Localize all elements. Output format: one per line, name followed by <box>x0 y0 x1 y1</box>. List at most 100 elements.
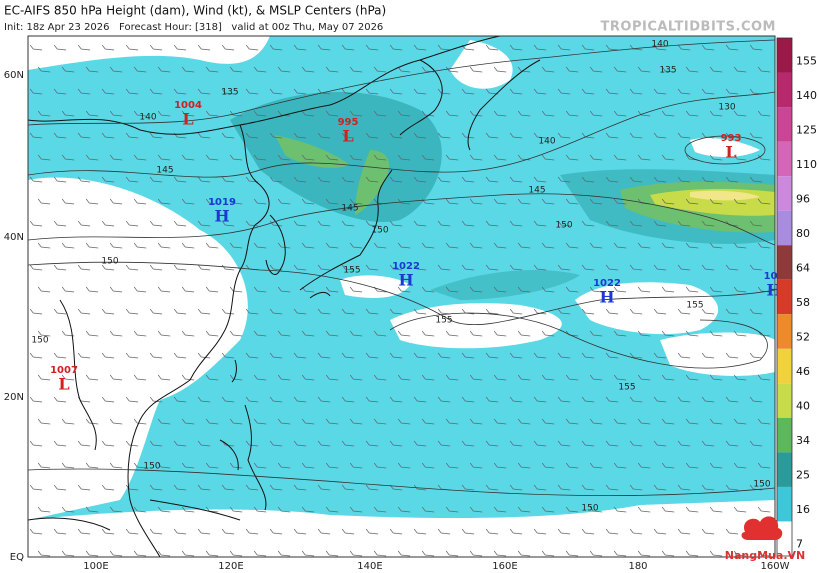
center-letter: H <box>214 207 229 226</box>
wind-barb <box>205 418 219 425</box>
wind-barb <box>685 550 699 557</box>
wind-barb <box>77 44 91 51</box>
wind-barb <box>685 418 699 425</box>
wind-barb <box>61 550 75 557</box>
wind-barb <box>341 88 355 95</box>
wind-barb <box>445 198 459 205</box>
wind-barb <box>493 374 507 381</box>
wind-barb <box>605 308 619 315</box>
wind-barb <box>125 396 139 403</box>
wind-barb <box>509 88 523 95</box>
wind-barb <box>629 484 643 491</box>
wind-barb <box>581 308 595 315</box>
colorbar-label: 125 <box>796 123 817 136</box>
wind-barb <box>269 352 283 359</box>
wind-barb <box>517 462 531 469</box>
wind-barb <box>301 330 315 337</box>
wind-barb <box>581 176 595 183</box>
contour-label: 130 <box>718 103 735 113</box>
wind-barb <box>749 352 763 359</box>
wind-barb <box>125 44 139 51</box>
wind-barb <box>677 484 691 491</box>
wind-barb <box>581 396 595 403</box>
wind-barb <box>149 176 163 183</box>
wind-barb <box>197 308 211 315</box>
colorbar-segment <box>777 486 792 522</box>
wind-barb <box>461 264 475 271</box>
wind-barb <box>61 242 75 249</box>
wind-barb <box>445 110 459 117</box>
wind-barb <box>413 308 427 315</box>
wind-barb <box>661 154 675 161</box>
wind-barb <box>493 110 507 117</box>
wind-barb <box>613 242 627 249</box>
wind-barb <box>245 440 259 447</box>
wind-barb <box>133 198 147 205</box>
wind-barb <box>85 110 99 117</box>
colorbar-segment <box>777 38 792 73</box>
wind-barb <box>749 220 763 227</box>
wind-barb <box>229 462 243 469</box>
wind-barb <box>293 484 307 491</box>
wind-barb <box>205 330 219 337</box>
wind-barb <box>541 418 555 425</box>
wind-barb <box>125 264 139 271</box>
contour-label: 150 <box>143 462 160 472</box>
wind-barb <box>365 220 379 227</box>
wind-barb <box>269 220 283 227</box>
wind-barb <box>125 132 139 139</box>
colorbar-segment <box>777 245 792 280</box>
wind-barb <box>589 462 603 469</box>
center-letter: L <box>182 110 193 129</box>
wind-barb <box>325 550 339 557</box>
wind-barb <box>437 88 451 95</box>
wind-barb <box>253 330 267 337</box>
wind-barb <box>325 198 339 205</box>
wind-barb <box>605 396 619 403</box>
contour-label: 145 <box>528 186 545 196</box>
wind-barb <box>253 286 267 293</box>
wind-barb <box>613 66 627 73</box>
wind-barb <box>757 506 771 513</box>
wind-barb <box>373 242 387 249</box>
wind-barb <box>37 462 51 469</box>
wind-barb <box>61 418 75 425</box>
colorbar-label: 96 <box>796 192 810 205</box>
wind-barb <box>565 286 579 293</box>
wind-barb <box>421 330 435 337</box>
wind-barb <box>85 418 99 425</box>
wind-barb <box>541 242 555 249</box>
wind-barb <box>605 352 619 359</box>
wind-barb <box>29 440 43 447</box>
wind-barb <box>29 264 43 271</box>
wind-barb <box>725 484 739 491</box>
wind-barb <box>589 154 603 161</box>
contour-label: 155 <box>435 316 452 326</box>
wind-barb <box>709 110 723 117</box>
wind-barb <box>341 440 355 447</box>
wind-barb <box>221 44 235 51</box>
wind-barb <box>349 506 363 513</box>
wind-barb <box>653 396 667 403</box>
wind-barb <box>701 132 715 139</box>
wind-barb <box>173 308 187 315</box>
map-frame <box>27 35 776 558</box>
wind-barb <box>133 286 147 293</box>
colorbar-label: 110 <box>796 158 817 171</box>
wind-barb <box>557 220 571 227</box>
wind-barb <box>317 396 331 403</box>
wind-barb <box>733 374 747 381</box>
wind-barb <box>541 550 555 557</box>
wind-barb <box>685 66 699 73</box>
wind-barb <box>37 154 51 161</box>
wind-barb <box>637 110 651 117</box>
wind-barb <box>341 132 355 139</box>
wind-barb <box>613 154 627 161</box>
wind-barb <box>437 44 451 51</box>
wind-barb <box>565 550 579 557</box>
watermark: NangMua.VN <box>725 516 805 562</box>
wind-barb <box>445 242 459 249</box>
wind-barb <box>581 352 595 359</box>
wind-barb <box>293 264 307 271</box>
wind-barb <box>605 264 619 271</box>
